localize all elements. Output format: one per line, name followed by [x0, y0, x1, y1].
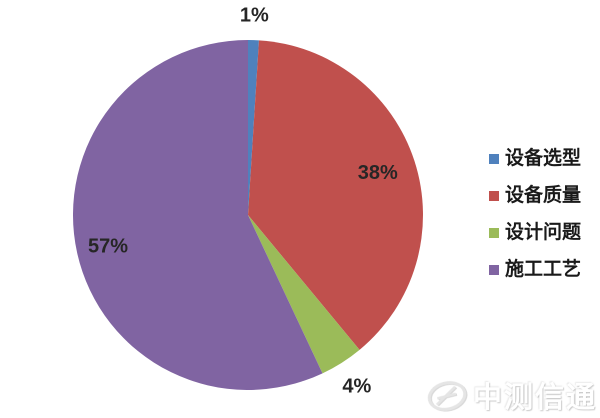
pie-labels-group: 1% 38% 4% 57%: [88, 5, 398, 398]
pie-slice-0[interactable]: [248, 40, 259, 215]
legend-item-0[interactable]: 设备选型: [489, 148, 581, 170]
legend-label: 设备选型: [505, 148, 582, 169]
pie-slice-label-0: 1%: [240, 5, 269, 27]
legend-swatch-icon: [489, 265, 499, 275]
pie-slices-group: [72, 39, 423, 390]
legend-item-2[interactable]: 设计问题: [489, 222, 581, 244]
pie-slice-2[interactable]: [248, 215, 360, 374]
legend: 设备选型设备质量设计问题施工工艺: [489, 148, 581, 281]
legend-item-3[interactable]: 施工工艺: [489, 259, 581, 281]
legend-item-1[interactable]: 设备质量: [489, 185, 581, 207]
legend-swatch-icon: [489, 154, 499, 164]
pie-slice-3[interactable]: [72, 39, 323, 390]
legend-label: 施工工艺: [505, 259, 582, 280]
legend-label: 设备质量: [505, 185, 582, 206]
pie-slice-label-3: 57%: [88, 235, 128, 257]
legend-swatch-icon: [489, 191, 499, 201]
pie-slice-1[interactable]: [248, 40, 423, 350]
pie-slice-label-2: 4%: [342, 375, 371, 397]
legend-label: 设计问题: [505, 222, 582, 243]
legend-swatch-icon: [489, 228, 499, 238]
pie-slice-label-1: 38%: [358, 162, 398, 184]
